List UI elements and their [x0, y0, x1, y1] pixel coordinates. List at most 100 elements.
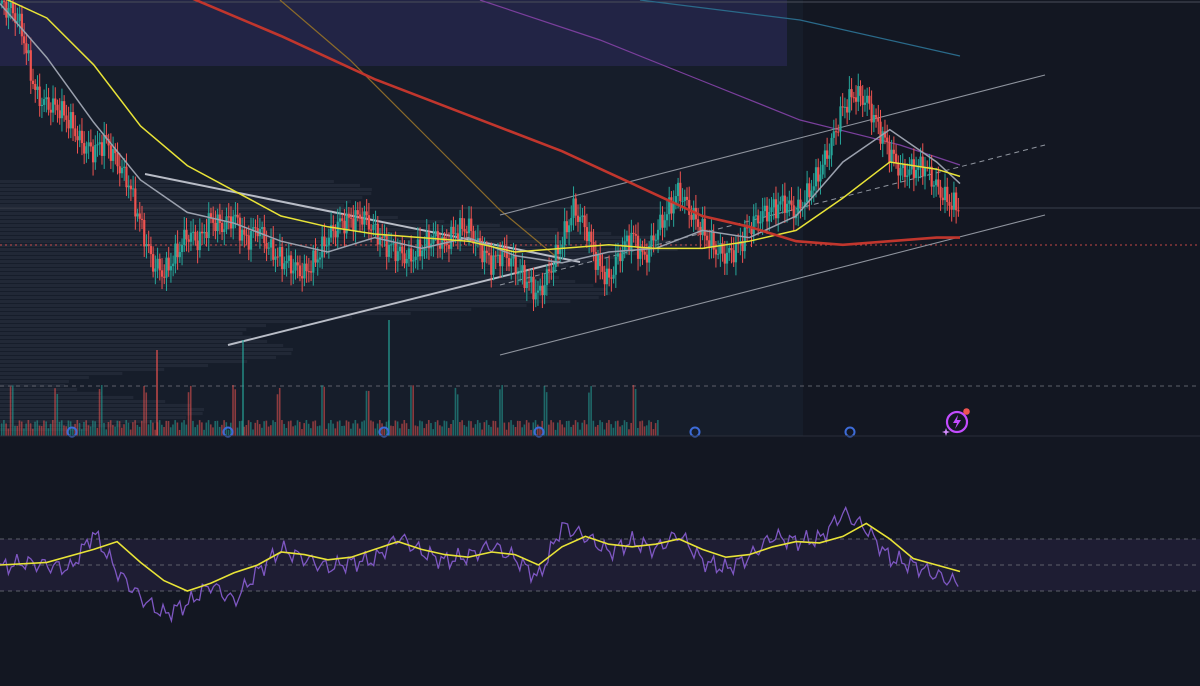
volume-bar — [443, 420, 446, 436]
candle-body — [465, 231, 468, 234]
candle-body — [679, 182, 682, 202]
candle-body — [109, 145, 112, 161]
candle-body — [281, 247, 284, 270]
volume-bar — [427, 420, 430, 436]
volume-bar — [338, 420, 341, 436]
volume-bar — [129, 429, 132, 436]
volume-bar — [76, 420, 79, 436]
volume-bar — [623, 420, 626, 436]
candle-body — [777, 204, 780, 219]
candle-body — [870, 103, 873, 123]
volume-profile-bar — [0, 192, 372, 195]
candle-body — [545, 269, 548, 286]
volume-bar — [532, 422, 535, 436]
candle-body — [203, 231, 206, 234]
volume-bar — [258, 424, 261, 436]
candle-body — [645, 254, 649, 263]
volume-bar — [238, 421, 241, 436]
volume-bar — [608, 420, 610, 436]
candle-body — [65, 115, 68, 120]
candle-body — [187, 239, 190, 242]
candle-body — [814, 167, 818, 187]
volume-bar — [294, 425, 297, 436]
candle-body — [458, 218, 462, 239]
assistant-button[interactable] — [941, 406, 973, 438]
candle-body — [67, 119, 70, 129]
candle-body — [906, 175, 909, 177]
candle-body — [307, 271, 310, 273]
candle-body — [781, 195, 784, 202]
candle-body — [772, 199, 775, 208]
volume-bar — [45, 421, 47, 436]
candle-body — [828, 155, 831, 159]
volume-bar — [474, 424, 477, 436]
candle-body — [890, 149, 893, 163]
candle-body — [572, 198, 575, 218]
candle-body — [563, 221, 566, 246]
candle-body — [690, 215, 693, 220]
volume-bar — [583, 420, 586, 436]
volume-profile-bar — [0, 236, 654, 239]
volume-bar — [361, 421, 363, 436]
volume-bar — [218, 426, 221, 436]
candle-body — [846, 106, 849, 113]
candle-body — [365, 211, 368, 216]
candle-body — [547, 269, 551, 272]
candle-body — [370, 229, 373, 231]
candle-body — [803, 202, 806, 208]
candle-body — [859, 86, 862, 96]
candle-body — [516, 273, 520, 275]
volume-bar — [183, 420, 185, 436]
candle-body — [87, 142, 90, 147]
volume-bar — [470, 421, 472, 436]
candle-body — [848, 89, 851, 113]
volume-bar — [187, 392, 190, 436]
candle-body — [34, 84, 37, 90]
volume-bar — [40, 426, 43, 436]
volume-bar — [147, 424, 150, 436]
candle-body — [216, 214, 219, 232]
volume-bar — [503, 422, 506, 436]
volume-bar — [588, 392, 590, 436]
candle-body — [285, 260, 288, 264]
volume-bar — [414, 425, 417, 436]
candle-body — [27, 50, 30, 54]
volume-bar — [354, 420, 357, 436]
volume-bar — [334, 428, 337, 436]
candle-body — [519, 271, 522, 274]
volume-bar — [14, 425, 16, 436]
candle-body — [668, 197, 671, 215]
candle-body — [792, 205, 795, 219]
volume-bar — [617, 420, 619, 436]
candle-body — [214, 222, 217, 232]
candle-body — [574, 198, 577, 216]
candle-body — [398, 246, 402, 252]
volume-bar — [436, 420, 439, 436]
candle-body — [763, 205, 766, 212]
volume-bar — [252, 429, 254, 436]
candle-body — [323, 236, 326, 247]
candle-body — [688, 199, 691, 216]
candle-body — [643, 251, 646, 255]
candle-body — [140, 218, 144, 220]
candle-body — [183, 229, 186, 245]
channel-mid-line — [499, 144, 1046, 286]
candle-body — [245, 234, 248, 236]
candle-body — [581, 215, 584, 217]
candle-body — [405, 258, 408, 264]
top-range-box — [0, 0, 787, 66]
volume-bar — [452, 420, 455, 436]
volume-bar — [648, 420, 650, 436]
candle-body — [576, 215, 580, 222]
candle-body — [154, 268, 157, 272]
ma-orange-line — [279, 0, 561, 261]
candle-body — [732, 250, 735, 263]
volume-bar — [27, 420, 30, 436]
candle-body — [383, 234, 386, 238]
volume-bar — [287, 421, 290, 436]
volume-bar — [514, 427, 517, 436]
candle-body — [788, 200, 791, 204]
candle-body — [601, 266, 604, 272]
candle-body — [639, 248, 642, 259]
